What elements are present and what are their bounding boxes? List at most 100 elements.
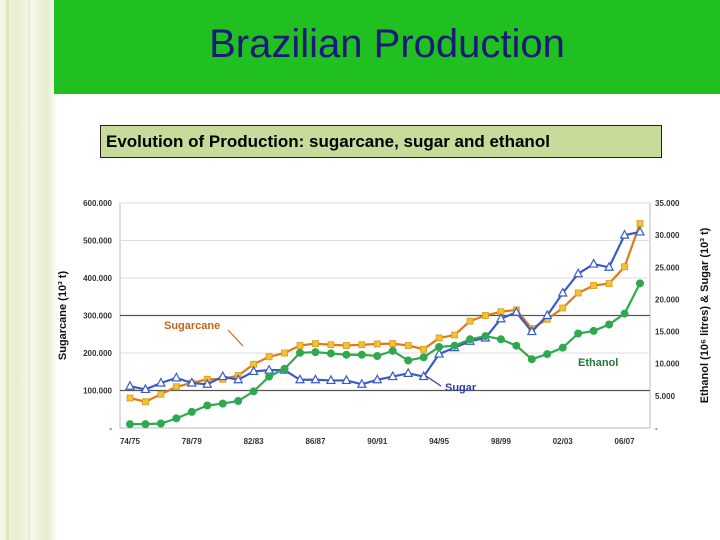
sugar-point — [418, 370, 429, 381]
ethanol-point — [295, 348, 304, 357]
x-tick-label: 78/79 — [182, 437, 203, 446]
ethanol-point — [234, 396, 243, 405]
sugar-annotation: Sugar — [445, 382, 477, 394]
x-tick-label: 82/83 — [244, 437, 265, 446]
sugarcane-point — [157, 390, 165, 398]
ethanol-point — [357, 350, 366, 359]
sugar-point — [542, 309, 553, 320]
sugarcane-point — [389, 340, 397, 348]
sugar-point — [356, 378, 367, 388]
y-right-tick-label: 20.000 — [655, 295, 680, 304]
sugarcane-point — [590, 282, 598, 289]
sugarcane-point — [342, 342, 350, 349]
sugarcane-point — [636, 220, 644, 228]
sugar-point — [619, 229, 630, 239]
sugarcane-point — [142, 398, 149, 406]
ethanol-point — [388, 346, 397, 355]
y-left-tick-label: 500.000 — [83, 237, 112, 246]
ethanol-point — [435, 342, 444, 351]
ethanol-point — [419, 353, 428, 362]
subtitle-box — [100, 125, 662, 158]
sugar-point — [372, 374, 383, 384]
y-right-tick-label: - — [655, 424, 658, 433]
ethanol-point — [605, 320, 614, 329]
sugar-point — [341, 374, 352, 385]
sugarcane-point — [404, 342, 412, 349]
y-right-tick-label: 35.000 — [655, 199, 680, 208]
sugar-line — [129, 230, 641, 391]
x-tick-label: 86/87 — [305, 437, 326, 446]
sugarcane-point — [281, 349, 288, 357]
ethanol-point — [496, 335, 505, 344]
sugar-point — [248, 365, 259, 376]
sugar-point — [635, 226, 645, 236]
ethanol-line — [130, 282, 641, 426]
sugarcane-point — [621, 263, 628, 271]
x-tick-label: 74/75 — [120, 437, 141, 446]
sugar-annotation-arrow — [425, 375, 442, 387]
sugar-point — [588, 258, 599, 268]
sugar-point — [511, 306, 522, 316]
sugarcane-annotation-arrow — [227, 329, 244, 347]
title-bar — [54, 0, 720, 94]
sugar-point — [495, 312, 506, 323]
ethanol-point — [404, 356, 413, 365]
sugar-point — [140, 383, 151, 394]
y-right-tick-label: 5.000 — [655, 392, 676, 401]
sugarcane-point — [451, 331, 458, 339]
page-title: Brazilian Production — [209, 22, 565, 66]
ethanol-point — [141, 420, 150, 429]
ethanol-point — [218, 399, 227, 408]
ethanol-point — [465, 335, 474, 344]
sugar-point — [295, 374, 305, 384]
sugarcane-point — [358, 341, 366, 349]
ethanol-point — [558, 343, 567, 352]
y-right-axis-title: Ethanol (10⁶ litres) & Sugar (10³ t) — [699, 227, 711, 403]
sugarcane-annotation: Sugarcane — [164, 320, 220, 332]
sugarcane-point — [296, 342, 304, 349]
ethanol-point — [636, 279, 645, 288]
sugar-point — [202, 378, 213, 388]
sugarcane-point — [482, 312, 489, 319]
sugarcane-point — [435, 334, 443, 342]
ethanol-annotation: Ethanol — [578, 357, 618, 369]
ethanol-point — [126, 420, 135, 429]
ethanol-point — [311, 348, 320, 357]
sugarcane-point — [420, 345, 428, 353]
y-left-tick-label: 400.000 — [83, 274, 112, 283]
sugar-point — [557, 287, 568, 297]
ethanol-point — [326, 349, 335, 358]
sugar-point — [233, 374, 244, 384]
sugar-point — [526, 325, 537, 336]
side-decoration — [0, 0, 58, 540]
y-left-tick-label: 100.000 — [83, 387, 112, 396]
y-left-tick-label: 600.000 — [83, 199, 112, 208]
sugarcane-point — [466, 317, 474, 325]
y-left-axis-title: Sugarcane (10³ t) — [57, 271, 69, 361]
y-right-tick-label: 15.000 — [655, 328, 680, 337]
ethanol-point — [249, 387, 258, 396]
sugar-point — [573, 267, 584, 278]
ethanol-point — [280, 364, 289, 373]
sugar-point — [387, 370, 398, 381]
ethanol-point — [620, 309, 629, 318]
sugarcane-point — [605, 280, 613, 288]
ethanol-point — [543, 350, 552, 359]
sugarcane-point — [373, 340, 381, 348]
sugar-point — [310, 374, 321, 384]
ethanol-point — [527, 355, 536, 364]
ethanol-point — [512, 341, 521, 350]
sugarcane-point — [312, 340, 319, 348]
sugar-point — [217, 370, 228, 381]
sugarcane-point — [559, 304, 567, 312]
sugarcane-point — [574, 289, 582, 297]
x-tick-label: 98/99 — [491, 437, 512, 446]
ethanol-point — [574, 329, 583, 338]
ethanol-point — [172, 414, 181, 423]
sugarcane-point — [126, 394, 134, 402]
sugarcane-point — [265, 353, 273, 361]
ethanol-point — [373, 351, 382, 360]
sugar-point — [171, 372, 182, 382]
x-tick-label: 06/07 — [615, 437, 636, 446]
